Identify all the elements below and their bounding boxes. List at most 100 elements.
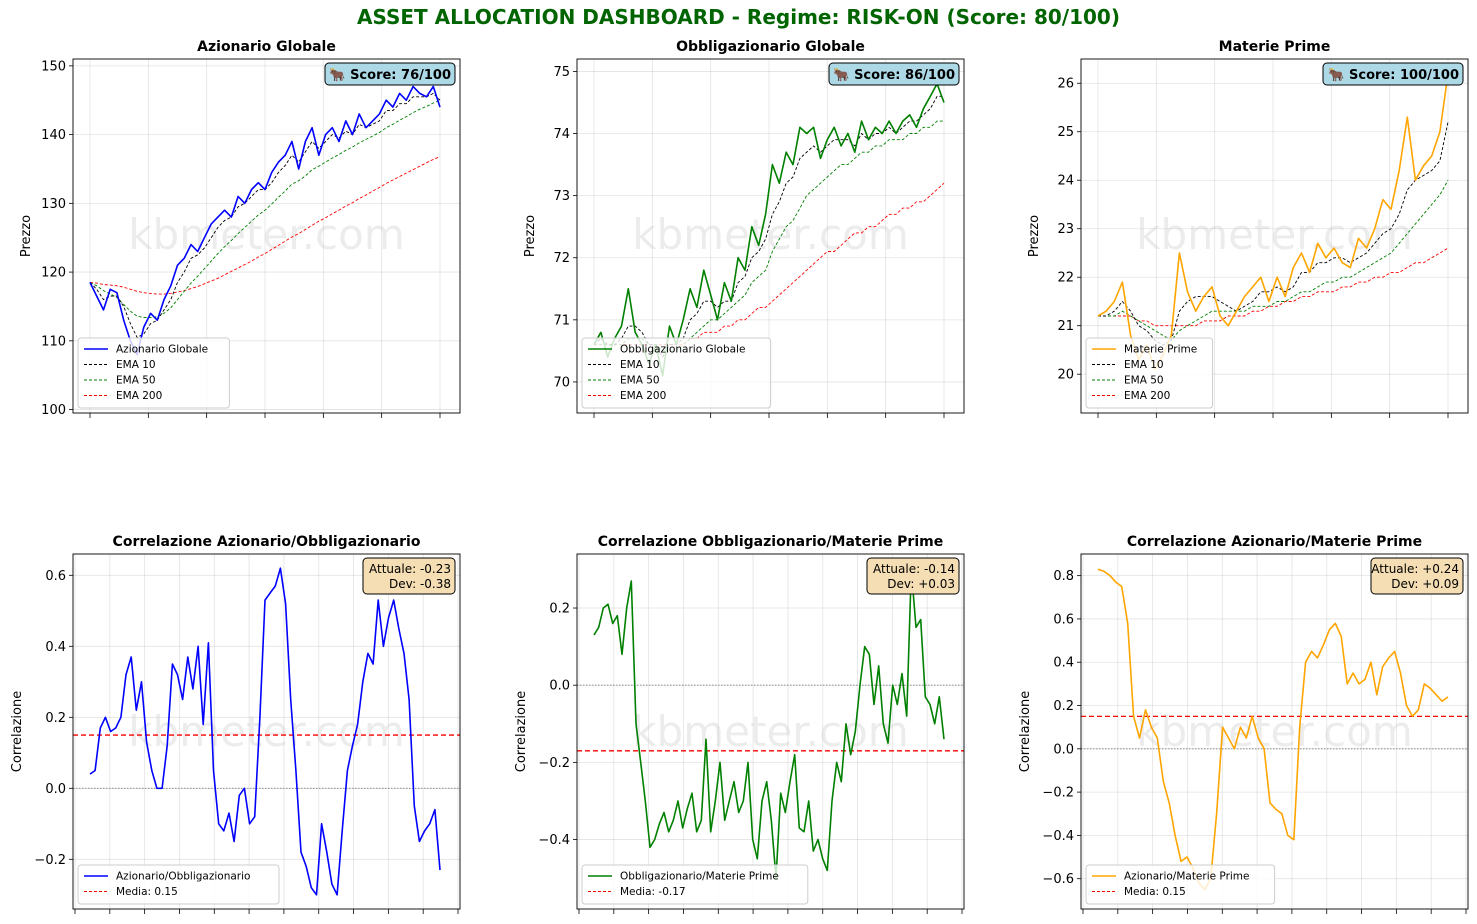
plot-frame [1080, 58, 1469, 414]
y-tick-label: 0.4 [1053, 656, 1074, 671]
watermark: kbmeter.com [128, 210, 405, 259]
chart-panel-4: −0.20.00.20.40.6kbmeter.comCorrelazione … [10, 534, 461, 914]
y-tick-label: 0.2 [45, 711, 66, 726]
y-tick-label: 100 [41, 403, 66, 418]
score-label: 🐂 Score: 76/100 [329, 68, 451, 83]
y-tick-label: 21 [1057, 319, 1074, 334]
legend-label: EMA 50 [620, 375, 660, 387]
legend-label: EMA 50 [1124, 375, 1164, 387]
plot-frame [576, 58, 965, 414]
chart-title: Correlazione Azionario/Materie Prime [1127, 534, 1422, 550]
legend-label: EMA 200 [1124, 390, 1170, 402]
legend: Obbligazionario/Materie Prime Media: -0.1… [581, 864, 809, 905]
plot-area [1081, 554, 1468, 909]
y-tick-label: 0.2 [549, 602, 570, 617]
y-tick-label: 72 [553, 251, 570, 266]
stats-deviation: Dev: +0.03 [887, 577, 955, 591]
legend-label: Obbligazionario/Materie Prime [620, 871, 779, 883]
chart-title: Correlazione Azionario/Obbligazionario [113, 534, 421, 550]
stats-box [1370, 557, 1464, 595]
y-axis-label: Prezzo [1027, 215, 1042, 257]
chart-panel-1: 100 110 120 130 140 150 kbmeter.com Azionario G… [19, 39, 461, 418]
legend-label: Media: -0.17 [620, 886, 686, 898]
score-box [828, 62, 960, 86]
legend: Materie Prime EMA 10 EMA 50 EMA 200 [1085, 337, 1214, 409]
stats-current: Attuale: -0.14 [873, 562, 955, 576]
watermark: kbmeter.com [1136, 210, 1413, 259]
y-tick-label: −0.2 [538, 756, 570, 771]
score-box [324, 62, 456, 86]
y-axis-label: Prezzo [523, 215, 538, 257]
y-tick-label: 26 [1057, 77, 1074, 92]
legend-box [1085, 864, 1276, 905]
y-tick-label: 0.4 [45, 640, 66, 655]
legend-box [1085, 337, 1214, 409]
legend-label: Obbligazionario Globale [620, 344, 745, 356]
legend-label: Azionario Globale [116, 344, 208, 356]
legend-label: Azionario/Materie Prime [1124, 871, 1250, 883]
series-line-0 [593, 568, 945, 879]
legend-label: EMA 10 [116, 359, 156, 371]
plot-frame [576, 553, 965, 910]
stats-current: Attuale: +0.24 [1371, 562, 1459, 576]
series-line-0 [89, 567, 441, 896]
y-tick-label: 75 [553, 65, 570, 80]
y-tick-label: 25 [1057, 125, 1074, 140]
legend-label: EMA 10 [620, 359, 660, 371]
y-tick-label: 0.6 [1053, 612, 1074, 627]
y-tick-label: 0.2 [1053, 699, 1074, 714]
legend-label: Materie Prime [1124, 344, 1197, 356]
legend-label: Media: 0.15 [116, 886, 178, 898]
series-line-3 [594, 182, 945, 346]
dashboard-title: ASSET ALLOCATION DASHBOARD - Regime: RIS… [356, 5, 1120, 29]
plot-frame [1080, 553, 1469, 910]
series-line-0 [1097, 568, 1449, 891]
legend: Azionario/Materie Prime Media: 0.15 [1085, 864, 1276, 905]
legend-box [77, 864, 280, 905]
legend-box [581, 337, 772, 409]
y-tick-label: 71 [553, 313, 570, 328]
y-tick-label: 73 [553, 189, 570, 204]
chart-panel-5: −0.4 −0.2 0.0 0.2 kbmeter.com Correlazione Ob… [514, 534, 965, 914]
y-tick-label: 0.0 [549, 679, 570, 694]
y-tick-label: −0.2 [1042, 786, 1074, 801]
y-axis-label: Correlazione [1018, 691, 1033, 772]
y-tick-label: 0.6 [45, 569, 66, 584]
watermark: kbmeter.com [632, 707, 909, 756]
legend-box [581, 864, 809, 905]
legend-label: EMA 10 [1124, 359, 1164, 371]
series-line-2 [89, 99, 441, 318]
stats-deviation: Dev: -0.38 [389, 577, 451, 591]
chart-title: Azionario Globale [197, 39, 336, 55]
series-line-3 [1098, 247, 1449, 327]
chart-panel-3: 20 21 22 23 24 25 26 kbmeter.com Materie Prime Pr… [1027, 39, 1469, 418]
legend: Azionario/Obbligazionario Media: 0.15 [77, 864, 280, 905]
legend-label: Azionario/Obbligazionario [116, 871, 250, 883]
stats-current: Attuale: -0.23 [369, 562, 451, 576]
y-tick-label: −0.4 [1042, 829, 1074, 844]
legend-label: EMA 200 [116, 390, 162, 402]
legend: Azionario Globale EMA 10 EMA 50 EMA 200 [77, 337, 230, 409]
score-label: 🐂 Score: 100/100 [1328, 68, 1459, 83]
plot-frame [72, 58, 461, 414]
chart-title: Materie Prime [1219, 39, 1331, 55]
y-tick-label: 74 [553, 127, 570, 142]
legend-box [77, 337, 230, 409]
legend: Obbligazionario Globale EMA 10 EMA 50 EMA 2… [581, 337, 772, 409]
plot-frame [72, 553, 461, 910]
y-axis-label: Correlazione [514, 691, 529, 772]
score-label: 🐂 Score: 86/100 [833, 68, 955, 83]
legend-label: Media: 0.15 [1124, 886, 1186, 898]
chart-title: Correlazione Obbligazionario/Materie Pri… [598, 534, 943, 550]
stats-box [866, 557, 960, 595]
y-tick-label: 110 [41, 334, 66, 349]
y-tick-label: −0.6 [1042, 872, 1074, 887]
y-tick-label: 0.8 [1053, 569, 1074, 584]
y-tick-label: 120 [41, 266, 66, 281]
y-tick-label: 20 [1057, 368, 1074, 383]
chart-title: Obbligazionario Globale [676, 39, 865, 55]
y-tick-label: −0.4 [538, 833, 570, 848]
series-line-2 [594, 120, 944, 352]
